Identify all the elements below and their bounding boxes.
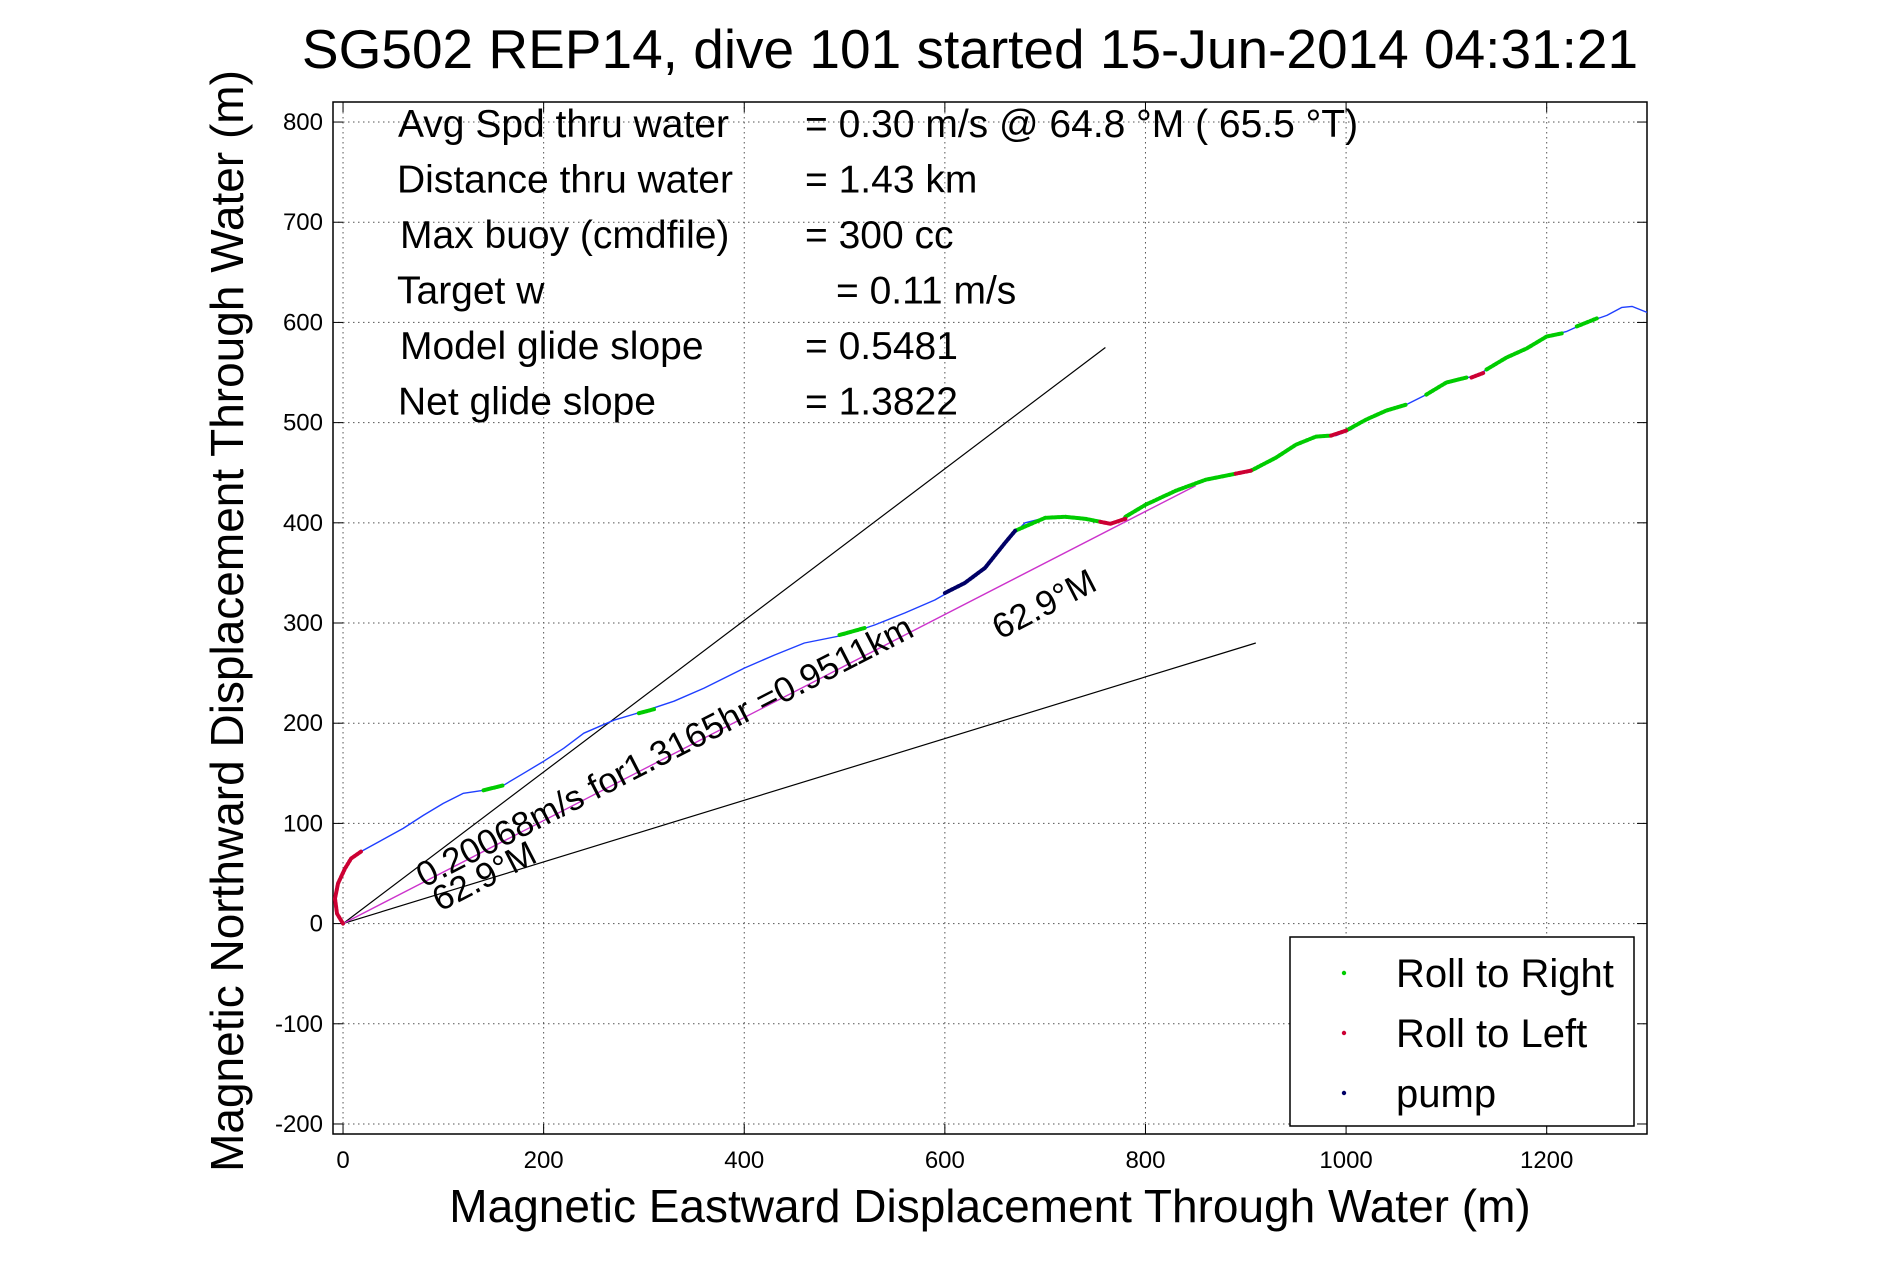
y-tick-label: 100 xyxy=(283,810,323,837)
x-tick-label: 1200 xyxy=(1520,1147,1573,1174)
legend-marker xyxy=(1341,1090,1347,1096)
roll-left-segment xyxy=(1329,428,1349,438)
roll-right-segment xyxy=(1248,433,1333,473)
info-value: = 0.11 m/s xyxy=(836,270,1016,313)
net-displacement-line xyxy=(342,485,1196,925)
info-label: Distance thru water xyxy=(397,159,733,202)
legend-items: Roll to Right Roll to Left pump xyxy=(1341,952,1614,1116)
track xyxy=(333,305,1648,926)
y-tick-label: 600 xyxy=(283,309,323,336)
y-tick-label: 0 xyxy=(310,911,323,938)
x-tick-label: 0 xyxy=(336,1147,349,1174)
roll-right-segment xyxy=(1574,316,1599,329)
roll-left-segment xyxy=(1098,516,1128,526)
x-tick-label: 1000 xyxy=(1319,1147,1372,1174)
roll-right-segment xyxy=(481,783,506,793)
y-tick-label: 400 xyxy=(283,510,323,537)
chart-title: SG502 REP14, dive 101 started 15-Jun-201… xyxy=(302,18,1638,80)
roll-left-segment xyxy=(333,849,364,926)
legend-marker xyxy=(1341,970,1347,976)
legend-box xyxy=(1289,936,1635,1127)
info-label: Avg Spd thru water xyxy=(398,103,729,146)
heading-guide-line xyxy=(342,347,1106,925)
y-tick-label: -100 xyxy=(275,1011,323,1038)
legend-entry-label: Roll to Right xyxy=(1396,952,1614,996)
roll-right-segment xyxy=(636,707,656,716)
pump-segment xyxy=(942,528,1018,595)
y-ticks: -200 -100 0 100 200 300 400 500 600 700 800 xyxy=(275,109,1647,1138)
info-label: Net glide slope xyxy=(398,381,656,424)
y-tick-label: -200 xyxy=(275,1111,323,1138)
info-label: Max buoy (cmdfile) xyxy=(400,214,729,257)
info-value: = 0.30 m/s @ 64.8 °M ( 65.5 °T) xyxy=(805,103,1358,146)
info-block: Avg Spd thru water = 0.30 m/s @ 64.8 °M (… xyxy=(397,103,1358,424)
info-label: Model glide slope xyxy=(400,325,704,368)
roll-left-segment xyxy=(1233,468,1253,476)
y-axis-label: Magnetic Northward Displacement Through … xyxy=(201,70,253,1172)
plot-area: 0 200 400 600 800 1000 1200 -200 -100 0 100 200 300… xyxy=(275,101,1648,1174)
roll-right-segment xyxy=(1344,402,1409,433)
legend-entry-label: pump xyxy=(1396,1072,1496,1116)
legend: Roll to Right Roll to Left pump xyxy=(1289,936,1635,1127)
info-value: = 1.43 km xyxy=(805,159,977,202)
info-value: = 0.5481 xyxy=(805,325,958,368)
y-tick-label: 500 xyxy=(283,410,323,437)
info-value: = 300 cc xyxy=(805,214,954,257)
legend-entry-label: Roll to Left xyxy=(1396,1012,1587,1056)
x-ticks: 0 200 400 600 800 1000 1200 xyxy=(336,102,1573,1174)
y-tick-label: 300 xyxy=(283,610,323,637)
roll-right-segment xyxy=(837,626,867,637)
y-tick-label: 800 xyxy=(283,109,323,136)
x-tick-label: 200 xyxy=(524,1147,564,1174)
x-axis-label: Magnetic Eastward Displacement Through W… xyxy=(449,1180,1530,1232)
info-value: = 1.3822 xyxy=(805,381,958,424)
roll-right-segment xyxy=(1424,375,1469,397)
x-tick-label: 800 xyxy=(1125,1147,1165,1174)
legend-marker xyxy=(1341,1030,1347,1036)
roll-left-segment xyxy=(1469,370,1487,380)
x-tick-label: 400 xyxy=(724,1147,764,1174)
guide-lines xyxy=(342,347,1256,925)
roll-right-segment xyxy=(1484,331,1564,372)
info-label: Target w xyxy=(397,270,545,313)
grid xyxy=(333,102,1647,1134)
roll-right-segment xyxy=(1123,471,1238,519)
heading-guide-line xyxy=(342,642,1256,925)
y-tick-label: 700 xyxy=(283,209,323,236)
roll-right-segment xyxy=(1013,514,1103,533)
x-tick-label: 600 xyxy=(925,1147,965,1174)
y-tick-label: 200 xyxy=(283,710,323,737)
